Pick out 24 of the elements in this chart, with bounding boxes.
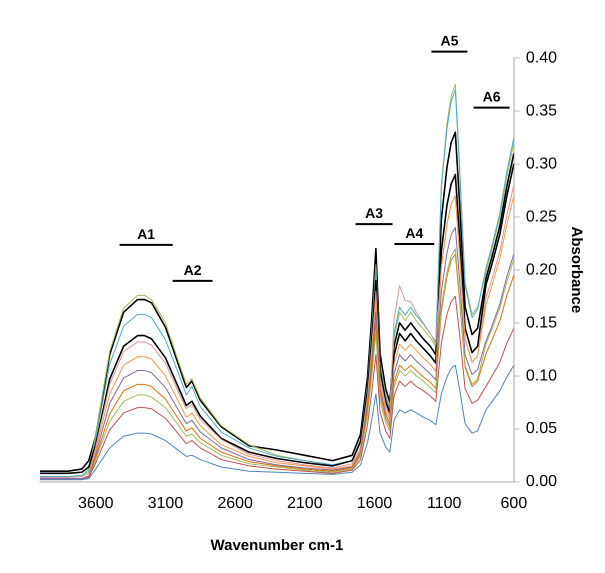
x-tick-label: 2600 — [217, 494, 254, 512]
annotation: A6 — [482, 88, 501, 104]
x-tick-label: 1600 — [356, 494, 392, 512]
x-tick-label: 1100 — [426, 494, 462, 512]
x-axis-title: Wavenumber cm-1 — [210, 537, 344, 554]
y-axis-title: Absorbance — [568, 226, 585, 314]
y-tick-label: 0.35 — [526, 102, 558, 120]
y-tick-label: 0.00 — [526, 473, 558, 490]
y-tick-label: 0.25 — [526, 208, 558, 226]
x-tick-label: 2100 — [287, 494, 323, 512]
y-tick-label: 0.05 — [526, 420, 558, 438]
y-tick-label: 0.20 — [526, 261, 558, 278]
text: A5 — [440, 32, 459, 48]
y-tick-label: 0.15 — [526, 314, 558, 332]
y-tick-label: 0.30 — [526, 155, 558, 172]
annotation: A1 — [137, 226, 156, 242]
x-tick-label: 3100 — [148, 494, 184, 512]
annotation: A2 — [184, 262, 202, 278]
y-tick-label: 0.10 — [526, 367, 558, 384]
annotation: A3 — [365, 204, 384, 221]
y-tick-label: 0.40 — [526, 49, 558, 66]
x-tick-label: 3600 — [78, 494, 114, 512]
x-tick-label: 600 — [500, 494, 528, 512]
annotation: A4 — [405, 224, 424, 241]
